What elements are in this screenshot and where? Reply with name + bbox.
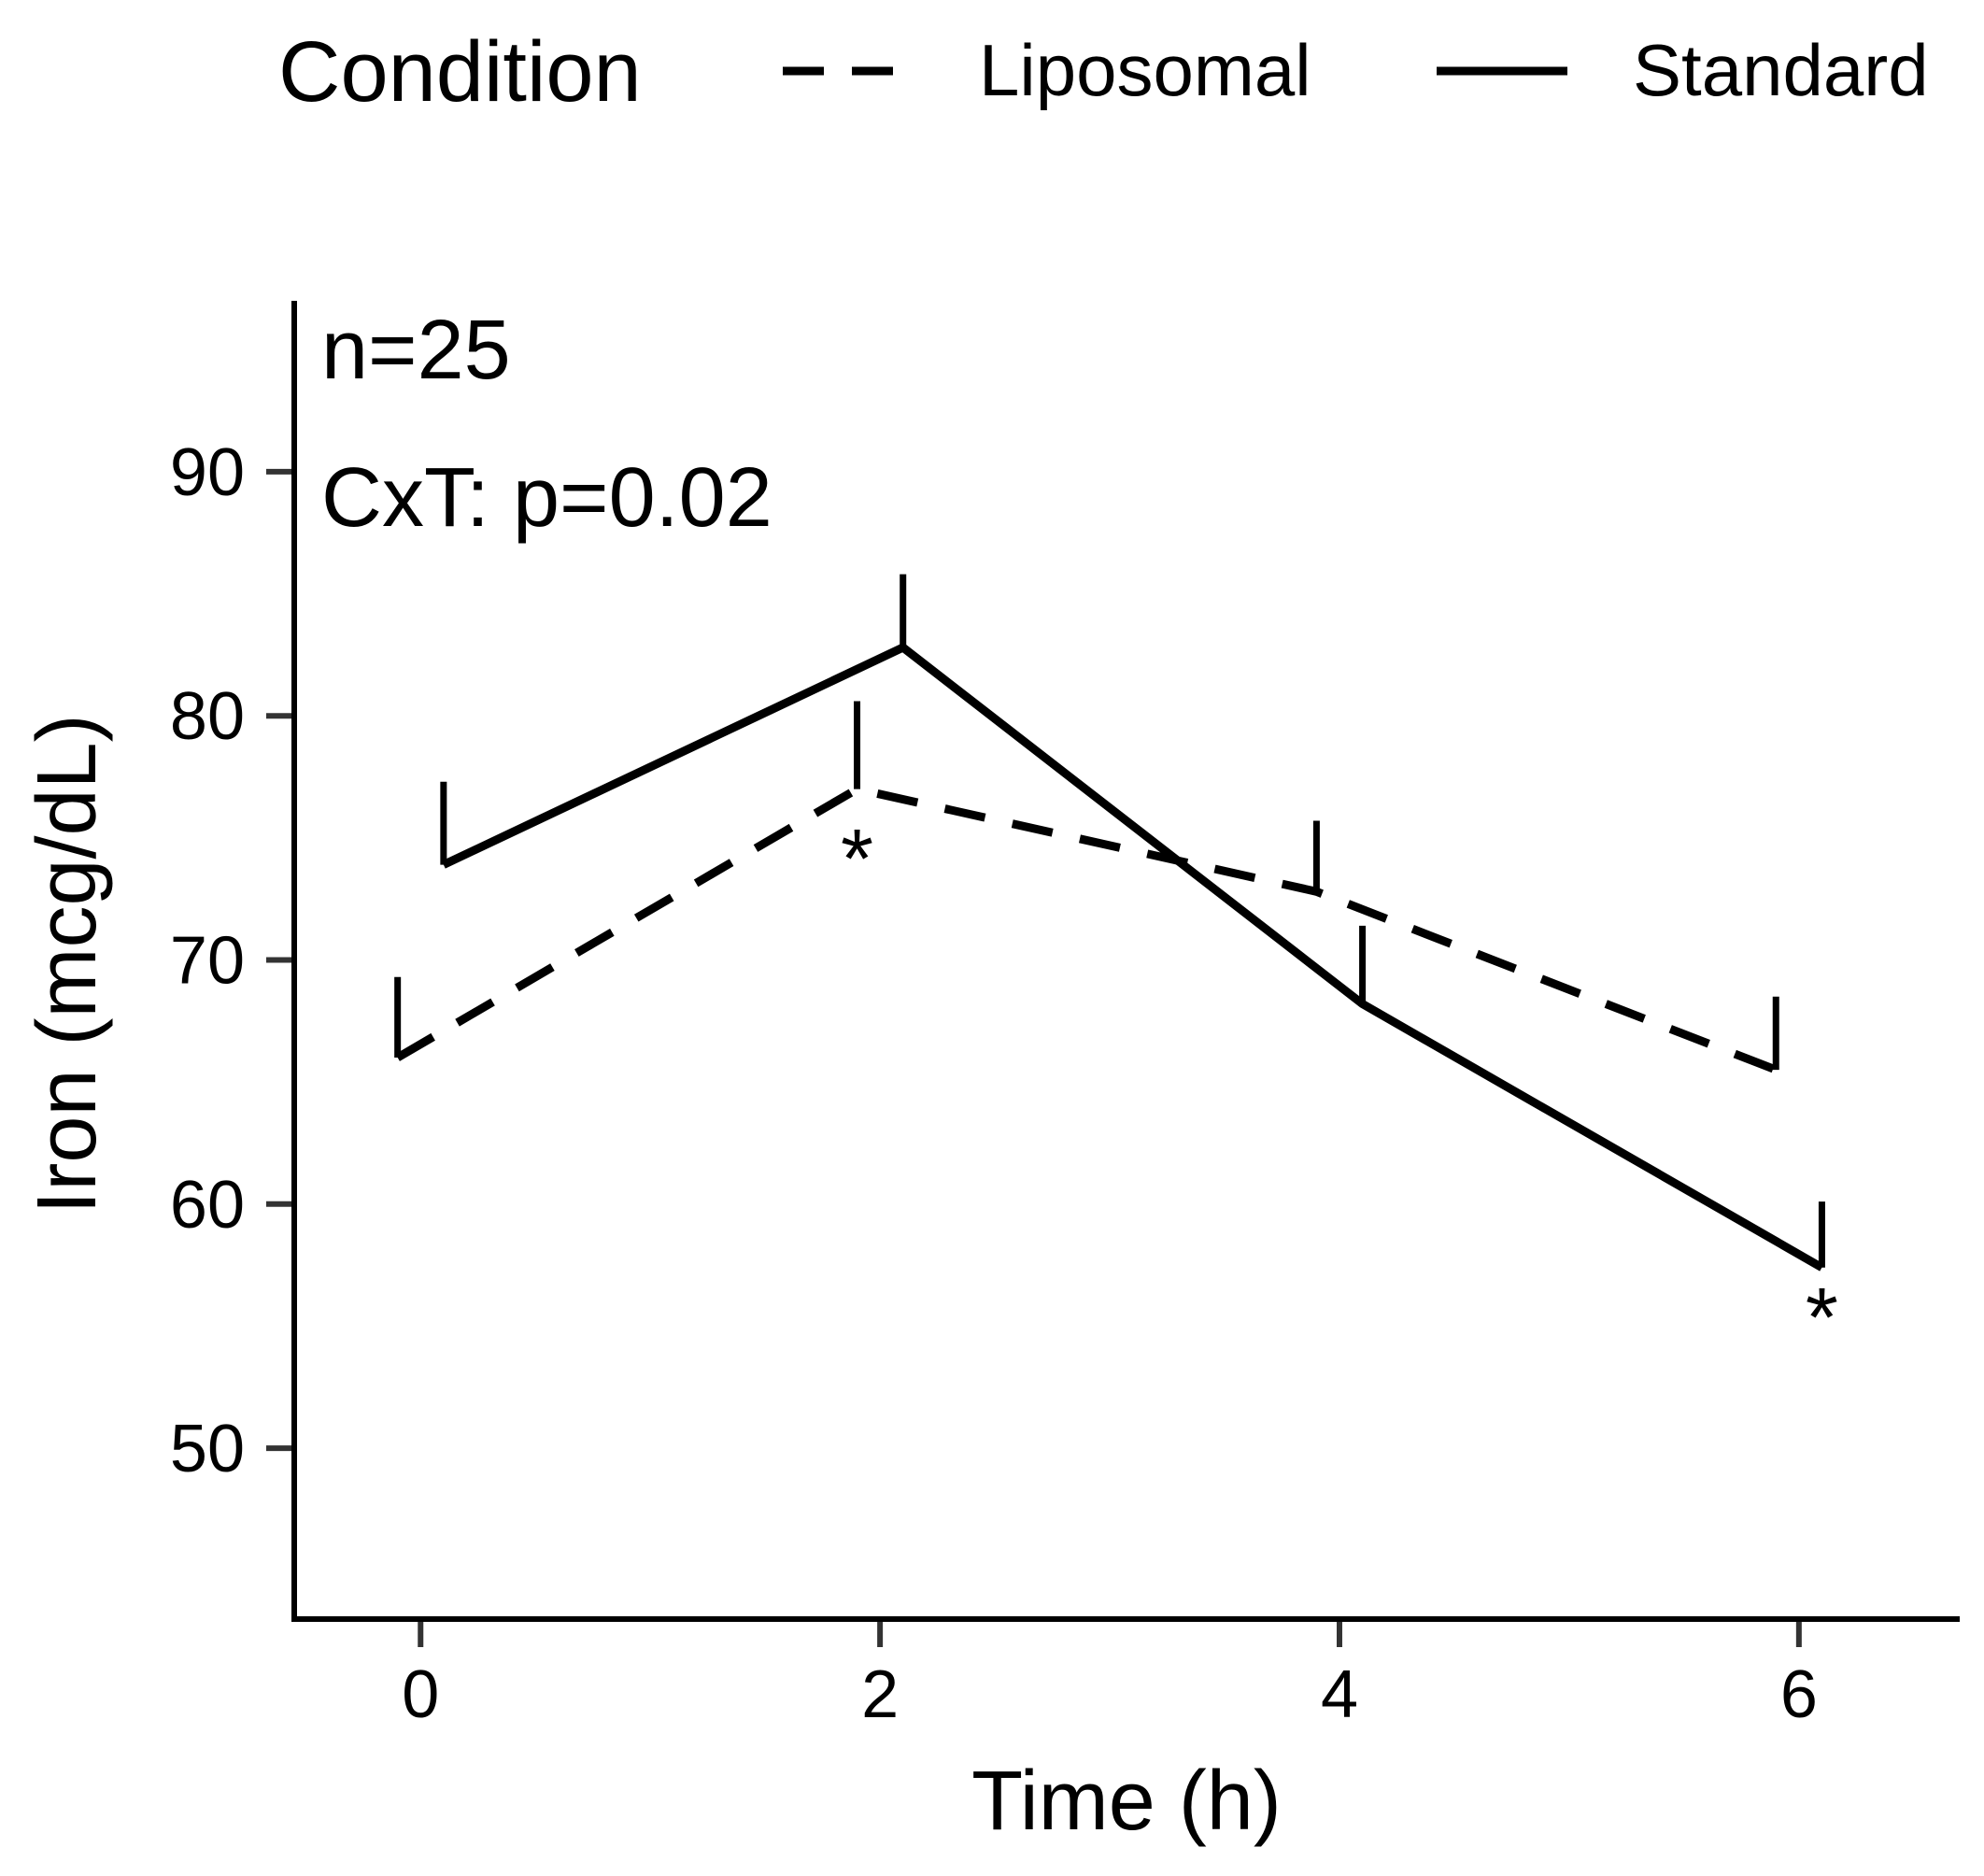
legend-label-liposomal: Liposomal — [979, 29, 1311, 111]
x-tick-label: 0 — [402, 1657, 439, 1732]
series-line-standard — [441, 642, 1824, 1272]
legend-label-standard: Standard — [1633, 29, 1929, 111]
y-tick-label: 70 — [170, 924, 245, 999]
x-tick-label: 6 — [1780, 1657, 1818, 1732]
x-axis-ticks: 0 2 4 6 — [402, 1622, 1818, 1732]
y-axis-title: Iron (mcg/dL) — [21, 714, 114, 1214]
y-tick-label: 80 — [170, 679, 245, 754]
y-axis-ticks: 50 60 70 80 90 — [170, 435, 291, 1486]
y-tick-label: 60 — [170, 1168, 245, 1243]
significance-star: * — [841, 813, 873, 906]
legend-title: Condition — [278, 24, 642, 120]
series-layer — [394, 574, 1825, 1272]
y-tick-label: 50 — [170, 1412, 245, 1486]
interaction-p-value-annotation: CxT: p=0.02 — [321, 451, 772, 545]
y-tick-label: 90 — [170, 435, 245, 510]
series-line-liposomal — [395, 784, 1778, 1074]
significance-star: * — [1806, 1272, 1838, 1365]
x-tick-label: 4 — [1321, 1657, 1358, 1732]
x-axis-title: Time (h) — [971, 1755, 1282, 1848]
x-tick-label: 2 — [861, 1657, 899, 1732]
significance-markers: ** — [841, 813, 1838, 1365]
sample-size-annotation: n=25 — [321, 304, 511, 397]
legend: Condition Liposomal Standard — [278, 24, 1929, 120]
